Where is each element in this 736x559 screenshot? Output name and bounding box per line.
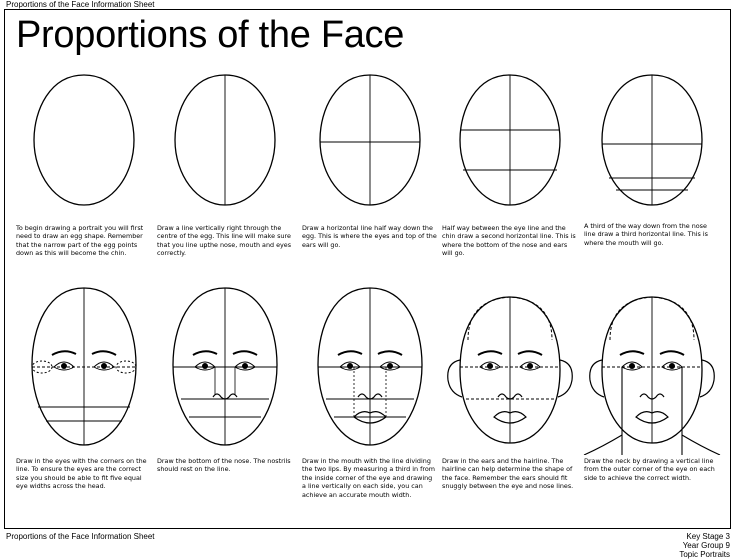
face-nose-diagram [172,287,278,446]
step-9-caption: Draw in the ears and the hairline. The h… [442,457,574,491]
face-mouth-diagram [317,287,423,446]
egg-centre-line-diagram [174,74,276,206]
footer-key-stage: Key Stage 3 [686,532,730,541]
footer-year-group: Year Group 9 [682,541,730,550]
step-5-panel: A third of the way down from the nose li… [582,70,722,320]
footer-left: Proportions of the Face Information Shee… [6,532,155,541]
sheet-frame [4,9,731,529]
face-ears-hairline-diagram [447,296,573,444]
sheet-header: Proportions of the Face Information Shee… [6,0,155,9]
page-title: Proportions of the Face [16,14,405,56]
step-3-caption: Draw a horizontal line half way down the… [302,224,437,249]
step-10-panel: Draw the neck by drawing a vertical line… [582,285,722,535]
step-5-caption: A third of the way down from the nose li… [584,222,709,247]
footer-topic: Topic Portraits [679,550,730,559]
step-9-panel: Draw in the ears and the hairline. The h… [440,285,580,535]
step-4-caption: Half way between the eye line and the ch… [442,224,576,258]
step-7-caption: Draw the bottom of the nose. The nostril… [157,457,291,474]
step-1-caption: To begin drawing a portrait you will fir… [16,224,144,258]
step-6-panel: Draw in the eyes with the corners on the… [14,285,154,535]
step-3-panel: Draw a horizontal line half way down the… [300,70,440,320]
step-1-panel: To begin drawing a portrait you will fir… [14,70,154,320]
footer-right: Key Stage 3 Year Group 9 Topic Portraits [679,532,730,559]
face-eyes-diagram [31,287,137,446]
egg-nose-line-diagram [459,74,561,206]
step-4-panel: Half way between the eye line and the ch… [440,70,580,320]
egg-mouth-line-diagram [601,74,703,206]
face-neck-diagram [583,296,721,455]
step-8-caption: Draw in the mouth with the line dividing… [302,457,435,499]
egg-eye-line-diagram [319,74,421,206]
egg-outline-diagram [33,74,135,206]
step-2-caption: Draw a line vertically right through the… [157,224,292,258]
step-8-panel: Draw in the mouth with the line dividing… [300,285,440,535]
step-6-caption: Draw in the eyes with the corners on the… [16,457,147,491]
step-7-panel: Draw the bottom of the nose. The nostril… [155,285,295,535]
step-10-caption: Draw the neck by drawing a vertical line… [584,457,715,482]
step-2-panel: Draw a line vertically right through the… [155,70,295,320]
